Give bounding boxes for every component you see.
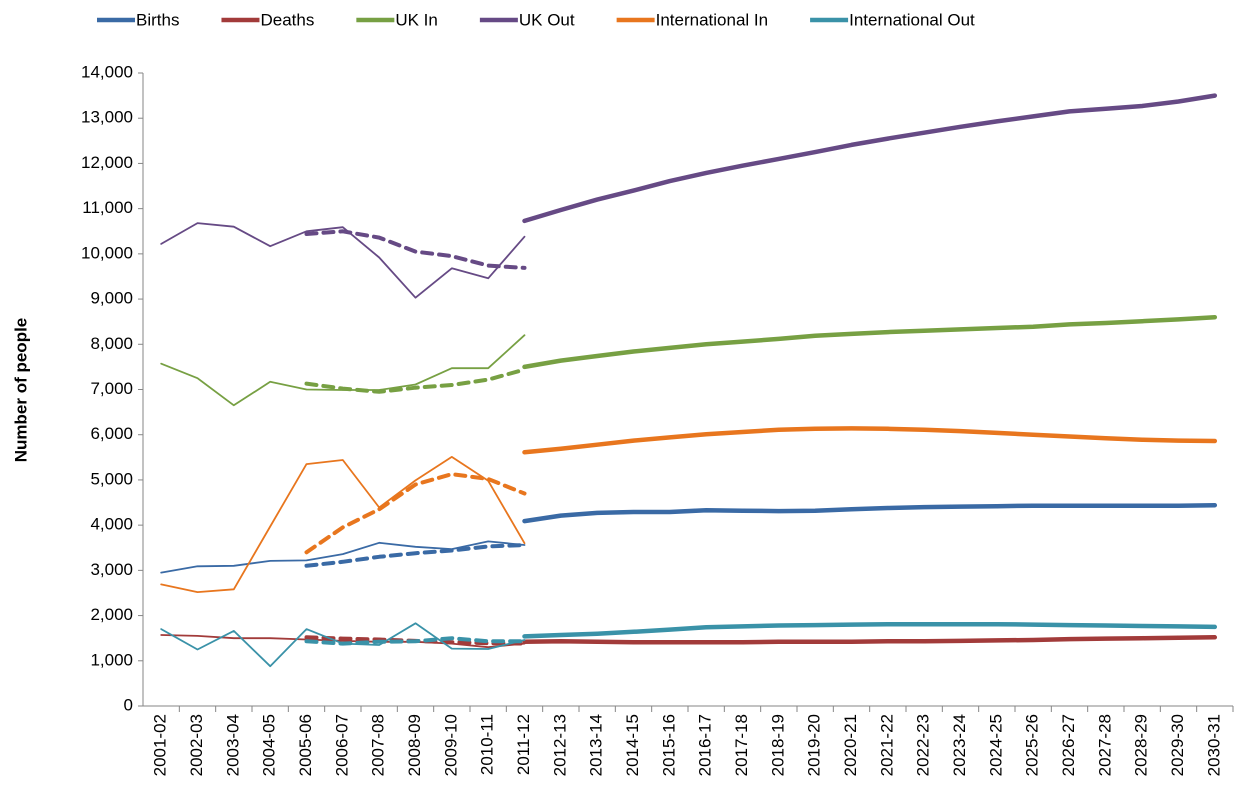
x-tick-label: 2006-07: [332, 714, 351, 776]
y-tick-label: 3,000: [90, 560, 133, 579]
x-tick-label: 2012-13: [550, 714, 569, 776]
x-tick-label: 2022-23: [914, 714, 933, 776]
y-tick-label: 7,000: [90, 379, 133, 398]
x-tick-label: 2005-06: [296, 714, 315, 776]
x-tick-label: 2023-24: [950, 714, 969, 776]
y-tick-label: 8,000: [90, 334, 133, 353]
x-tick-label: 2001-02: [151, 714, 170, 776]
x-tick-label: 2007-08: [369, 714, 388, 776]
x-tick-label: 2030-31: [1204, 714, 1223, 776]
x-tick-label: 2014-15: [623, 714, 642, 776]
y-tick-label: 12,000: [81, 153, 133, 172]
x-tick-label: 2004-05: [260, 714, 279, 776]
series-line: [522, 635, 1218, 645]
x-tick-label: 2024-25: [986, 714, 1005, 776]
y-tick-label: 1,000: [90, 650, 133, 669]
y-tick-label: 0: [124, 695, 133, 714]
series-line: [160, 334, 526, 407]
x-tick-label: 2029-30: [1168, 714, 1187, 776]
y-tick-label: 11,000: [82, 198, 133, 217]
series-line: [522, 621, 1218, 639]
x-tick-label: 2009-10: [441, 714, 460, 776]
x-tick-label: 2028-29: [1132, 714, 1151, 776]
series-line: [304, 367, 527, 394]
x-tick-label: 2017-18: [732, 714, 751, 776]
series-line: [304, 472, 527, 555]
series-line: [304, 636, 527, 646]
x-tick-label: 2020-21: [841, 714, 860, 776]
y-tick-label: 10,000: [81, 243, 133, 262]
x-tick-label: 2027-28: [1095, 714, 1114, 776]
y-tick-label: 5,000: [90, 469, 133, 488]
legend-label: Deaths: [260, 10, 314, 29]
series-line: [522, 314, 1218, 370]
y-tick-label: 4,000: [90, 515, 133, 534]
series-line: [160, 222, 526, 299]
legend-label: International Out: [849, 10, 975, 29]
x-tick-label: 2021-22: [877, 714, 896, 776]
y-tick-label: 14,000: [81, 62, 133, 81]
y-tick-label: 6,000: [90, 424, 133, 443]
x-tick-label: 2013-14: [587, 714, 606, 776]
series-line: [522, 502, 1218, 524]
y-axis-label: Number of people: [11, 318, 30, 463]
x-tick-label: 2011-12: [514, 714, 533, 775]
x-tick-label: 2002-03: [187, 714, 206, 776]
x-tick-label: 2018-19: [768, 714, 787, 776]
series-line: [522, 93, 1218, 224]
x-tick-label: 2010-11: [478, 714, 497, 775]
x-tick-label: 2019-20: [805, 714, 824, 776]
legend-label: UK Out: [519, 10, 575, 29]
legend-label: Births: [136, 10, 179, 29]
y-tick-label: 9,000: [90, 289, 133, 308]
x-tick-label: 2008-09: [405, 714, 424, 776]
x-tick-label: 2025-26: [1023, 714, 1042, 776]
x-tick-label: 2026-27: [1059, 714, 1078, 776]
series-line: [522, 426, 1218, 455]
x-tick-label: 2003-04: [223, 714, 242, 776]
series-line: [160, 540, 526, 574]
series-line: [160, 456, 526, 593]
x-tick-label: 2016-17: [696, 714, 715, 776]
y-tick-label: 2,000: [90, 605, 133, 624]
series-line: [304, 229, 527, 270]
x-tick-label: 2015-16: [659, 714, 678, 776]
legend-label: UK In: [395, 10, 438, 29]
legend-label: International In: [656, 10, 768, 29]
y-tick-label: 13,000: [81, 108, 133, 127]
series-line: [304, 543, 527, 568]
